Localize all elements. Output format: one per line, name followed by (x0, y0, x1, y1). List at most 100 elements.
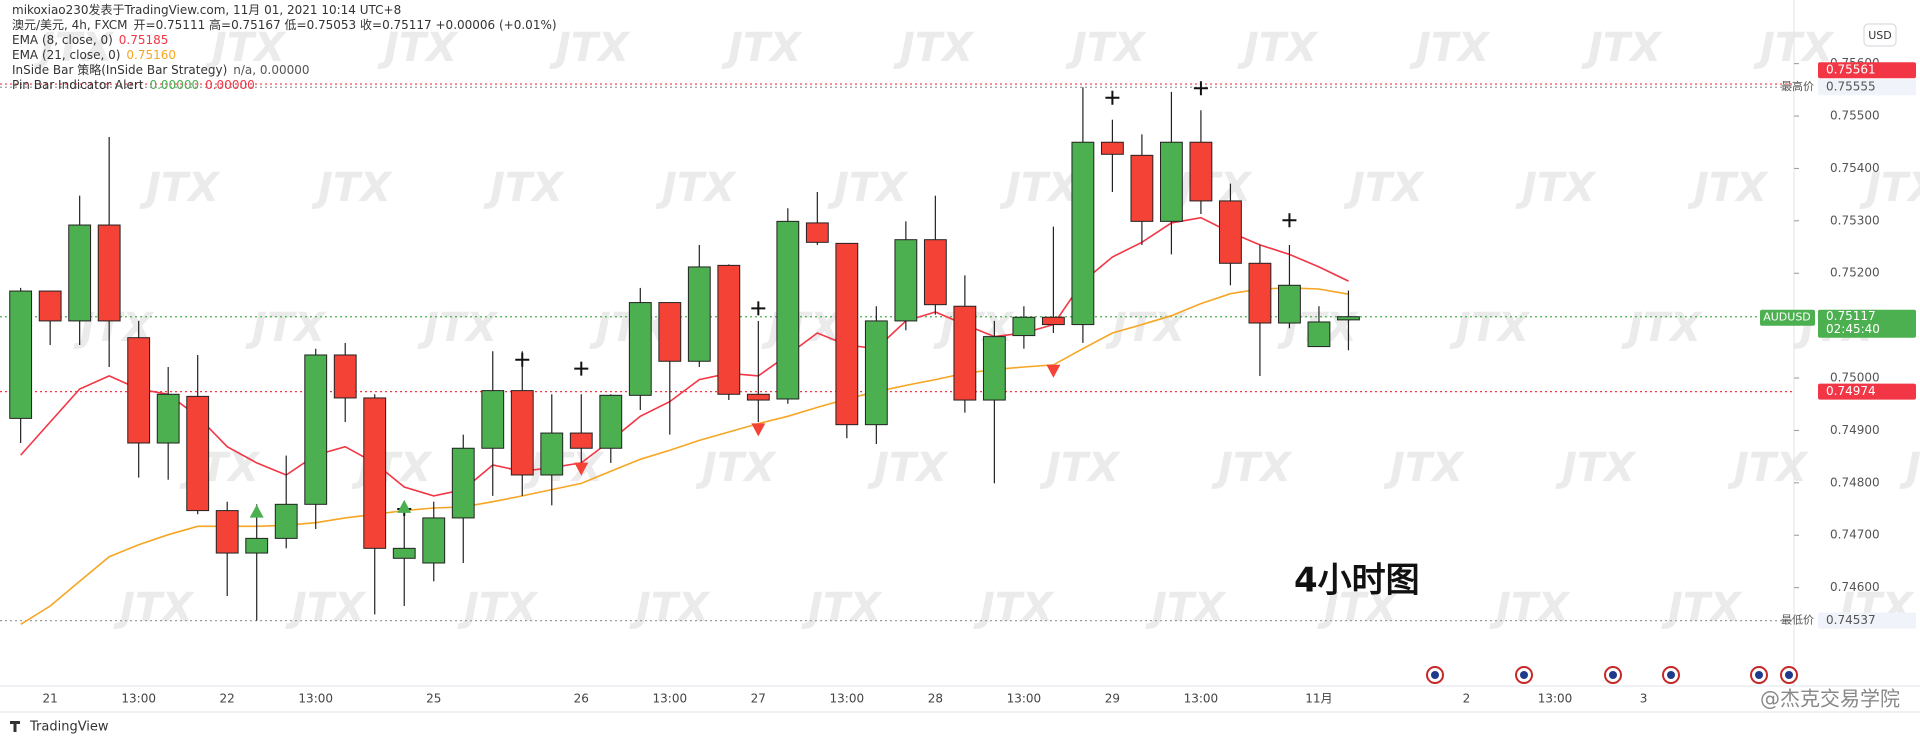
price-label-box (1818, 612, 1916, 629)
footer-logo: TradingView (29, 720, 109, 735)
cross-signal (1193, 81, 1208, 96)
y-tick-label: 0.74900 (1830, 423, 1880, 437)
candle-body (1159, 141, 1183, 222)
x-tick-label: 2 (1463, 692, 1471, 706)
x-tick-label: 27 (751, 692, 766, 706)
candle-body (835, 242, 859, 426)
watermark: JTX (629, 585, 711, 631)
candle-body (982, 336, 1006, 401)
candle-body (1071, 141, 1095, 326)
candle-body (1012, 316, 1036, 337)
cross-signal (751, 301, 766, 316)
candle-body (451, 447, 475, 519)
price-label-box (1818, 62, 1916, 79)
x-tick-label: 21 (43, 692, 58, 706)
y-tick-label: 0.74700 (1830, 528, 1880, 542)
watermark: JTX (1899, 445, 1920, 491)
candle-body (864, 320, 888, 426)
candle-body (1189, 141, 1213, 202)
x-tick-label: 11月 (1305, 692, 1332, 706)
ohlc-legend: 开=0.75111 高=0.75167 低=0.75053 收=0.75117 … (133, 18, 557, 32)
y-tick-label: 0.74800 (1830, 475, 1880, 489)
watermark: JTX (999, 165, 1081, 211)
watermark: JTX (1687, 165, 1769, 211)
cross-signal (1105, 90, 1120, 105)
cross-signal (1282, 213, 1297, 228)
watermark: JTX (1145, 585, 1227, 631)
credit: @杰克交易学院 (1760, 687, 1900, 711)
watermark: JTX (1317, 585, 1399, 631)
indicator-row: InSide Bar 策略(InSide Bar Strategy) n/a, 0… (12, 63, 563, 78)
symbol: 澳元/美元, 4h, FXCM (12, 18, 128, 32)
sell-signal (1046, 364, 1061, 378)
candle-body (687, 266, 711, 362)
currency: USD (1868, 29, 1892, 42)
y-tick-label: 0.75400 (1830, 161, 1880, 175)
y-tick-label: 0.75500 (1830, 109, 1880, 123)
candle-body (776, 220, 800, 400)
indicator-label: InSide Bar 策略(InSide Bar Strategy) (12, 63, 228, 77)
watermark: JTX (113, 585, 195, 631)
indicator-label: Pin Bar Indicator Alert (12, 78, 144, 92)
indicator-value: n/a, 0.00000 (233, 63, 310, 77)
watermarks: JTX JTX JTX JTX JTX JTX JTX JTX JTX JTX JTX JTX JTX J… (33, 25, 1920, 631)
candle-body (953, 305, 977, 401)
candle-body (481, 390, 505, 449)
watermark: JTX (867, 445, 949, 491)
watermark: JTX (1489, 585, 1571, 631)
watermark: JTX (1105, 305, 1187, 351)
sell-signal (574, 462, 589, 476)
candle-body (1100, 141, 1124, 155)
event-icon-inner (1431, 671, 1439, 679)
watermark: JTX (285, 585, 367, 631)
x-tick-label: 3 (1640, 692, 1648, 706)
watermark: JTX (1449, 305, 1531, 351)
x-tick-label: 13:00 (1538, 692, 1573, 706)
candle-body (1307, 321, 1331, 348)
annotation: 4小时图 (1294, 561, 1420, 601)
event-icon-inner (1755, 671, 1763, 679)
candle-body (422, 517, 446, 564)
x-tick-label: 13:00 (1007, 692, 1042, 706)
candle-body (746, 393, 770, 401)
candle-body (127, 337, 151, 444)
watermark: JTX (483, 165, 565, 211)
watermark: JTX (973, 585, 1055, 631)
watermark: JTX (695, 445, 777, 491)
watermark: JTX (1555, 445, 1637, 491)
watermark: JTX (1859, 165, 1920, 211)
indicator-value: 0.00000 (149, 78, 200, 92)
candle-body (717, 264, 741, 395)
watermark: JTX (1343, 165, 1425, 211)
watermark: JTX (311, 165, 393, 211)
watermark: JTX (139, 165, 221, 211)
x-tick-label: 13:00 (121, 692, 156, 706)
legend-entry: EMA (21, close, 0) 0.75160 (12, 48, 563, 63)
event-icon-inner (1520, 671, 1528, 679)
event-icon-inner (1785, 671, 1793, 679)
candle-body (1278, 284, 1301, 324)
x-tick-label: 13:00 (1184, 692, 1219, 706)
watermark: JTX (1727, 445, 1809, 491)
x-tick-label: 25 (426, 692, 441, 706)
watermark: JTX (1237, 25, 1319, 71)
x-tick-label: 13:00 (830, 692, 865, 706)
watermark: JTX (893, 25, 975, 71)
watermark: JTX (1515, 165, 1597, 211)
watermark: JTX (33, 25, 115, 71)
y-tick-label: 0.75200 (1830, 266, 1880, 280)
y-tick-label: 0.75300 (1830, 213, 1880, 227)
candle-body (392, 547, 416, 559)
legend-entry: EMA (8, close, 0) 0.75185 (12, 33, 563, 48)
event-icon-inner (1609, 671, 1617, 679)
cross-signal (515, 352, 530, 367)
candle-body (1219, 200, 1242, 264)
symbol-label: AUDUSD (1763, 311, 1811, 324)
candle-body (1130, 154, 1154, 222)
price-label-box (1818, 79, 1916, 96)
price-line-name: 最高价 (1781, 79, 1814, 93)
watermark: JTX (801, 585, 883, 631)
x-tick-label: 13:00 (653, 692, 688, 706)
watermark: JTX (1383, 445, 1465, 491)
candle-body (363, 397, 387, 549)
